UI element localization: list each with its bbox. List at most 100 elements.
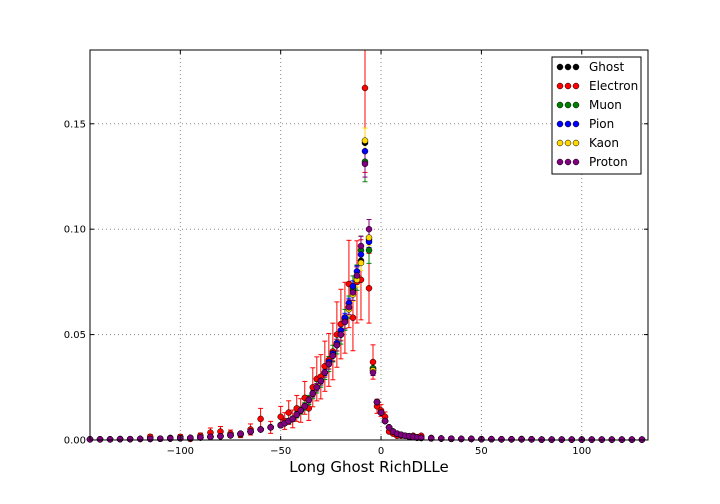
y-tick-label: 0.00: [64, 436, 86, 447]
proton-data-point: [448, 435, 455, 442]
proton-data-point: [136, 435, 144, 443]
proton-data-point: [217, 432, 224, 440]
proton-data-point: [385, 424, 393, 431]
legend-marker-electron: [564, 82, 572, 90]
proton-data-point: [321, 369, 329, 376]
proton-data-point: [267, 424, 274, 431]
legend-entry-pion: Pion: [556, 117, 614, 131]
proton-data-point: [361, 160, 369, 168]
proton-data-point: [313, 384, 321, 391]
legend-entry-ghost: Ghost: [556, 60, 624, 74]
electron-data-point: [257, 415, 264, 423]
legend-marker-pion: [556, 120, 564, 128]
proton-data-point: [508, 436, 515, 443]
pion-data-point: [361, 147, 369, 155]
proton-data-point: [329, 352, 337, 359]
proton-data-point: [106, 436, 114, 443]
x-tick-label: 0: [378, 446, 384, 457]
legend: Ghost Electron Muon Pion Kaon Proton: [551, 56, 642, 175]
electron-data-point: [369, 358, 377, 366]
proton-data-point: [116, 435, 124, 443]
legend-marker-proton: [556, 158, 564, 166]
proton-data-point: [341, 318, 349, 326]
proton-data-point: [468, 435, 475, 443]
legend-marker-muon: [564, 101, 572, 109]
proton-data-point: [345, 303, 353, 311]
electron-data-point: [277, 413, 284, 421]
axis-ticks: −100 −50 0 50 100 0.00 0.05 0.10 0.15: [64, 50, 648, 457]
electron-data-point: [361, 84, 369, 92]
legend-marker-ghost: [572, 63, 580, 71]
muon-data-point: [365, 247, 373, 254]
proton-data-point: [518, 436, 525, 443]
proton-data-point: [146, 435, 154, 443]
proton-data-point: [305, 396, 313, 404]
legend-marker-ghost: [564, 63, 572, 71]
proton-data-point: [207, 433, 214, 441]
legend-entry-electron: Electron: [556, 79, 638, 93]
proton-data-point: [365, 225, 373, 233]
pion-data-point: [357, 251, 365, 258]
kaon-data-point: [357, 259, 365, 267]
legend-marker-proton: [572, 158, 580, 166]
proton-data-point: [353, 272, 361, 279]
x-tick-label: 100: [572, 446, 591, 457]
legend-label-pion: Pion: [589, 117, 614, 131]
proton-data-point: [297, 407, 305, 414]
legend-marker-ghost: [556, 63, 564, 71]
legend-box: [551, 56, 642, 175]
x-tick-label: 50: [475, 446, 488, 457]
kaon-data-point: [361, 137, 369, 144]
legend-entry-muon: Muon: [556, 98, 622, 112]
proton-data-point: [96, 436, 104, 443]
proton-data-point: [357, 242, 365, 250]
legend-label-kaon: Kaon: [589, 136, 619, 150]
proton-data-point: [257, 426, 264, 433]
x-tick-label: −50: [270, 446, 291, 457]
legend-marker-pion: [564, 120, 572, 128]
legend-marker-pion: [572, 120, 580, 128]
electron-data-point: [349, 314, 357, 321]
legend-entry-proton: Proton: [556, 155, 628, 169]
proton-data-point: [488, 435, 495, 443]
proton-data-point: [247, 428, 254, 435]
y-tick-label: 0.15: [64, 119, 86, 130]
electron-data-point: [365, 284, 373, 292]
proton-data-point: [377, 409, 385, 416]
proton-data-point: [369, 369, 377, 376]
x-axis-title: Long Ghost RichDLLe: [289, 458, 448, 476]
proton-data-point: [293, 411, 300, 418]
proton-data-point: [458, 435, 465, 443]
proton-data-point: [337, 331, 345, 338]
proton-data-point: [237, 430, 244, 437]
proton-data-point: [333, 341, 341, 349]
proton-data-point: [349, 289, 357, 296]
proton-data-point: [227, 432, 234, 439]
plot-frame: [89, 49, 649, 441]
legend-marker-electron: [572, 82, 580, 90]
legend-marker-kaon: [564, 139, 572, 147]
proton-data-point: [126, 435, 134, 443]
proton-data-point: [309, 390, 317, 397]
proton-data-point: [373, 398, 381, 406]
proton-data-point: [317, 377, 325, 385]
y-tick-label: 0.05: [64, 330, 86, 341]
electron-data-point: [285, 409, 292, 416]
proton-data-point: [301, 403, 309, 410]
proton-data-point: [528, 436, 535, 443]
proton-data-point: [438, 435, 445, 442]
pion-data-point: [349, 282, 357, 290]
proton-data-point: [157, 435, 164, 442]
proton-data-point: [498, 436, 505, 443]
proton-data-point: [167, 435, 174, 442]
legend-marker-muon: [556, 101, 564, 109]
legend-marker-electron: [556, 82, 564, 90]
legend-entries: Ghost Electron Muon Pion Kaon Proton: [556, 60, 638, 169]
legend-label-proton: Proton: [589, 155, 628, 169]
kaon-data-point: [365, 234, 373, 241]
proton-data-point: [187, 434, 194, 442]
proton-data-point: [289, 415, 296, 423]
legend-entry-kaon: Kaon: [556, 136, 619, 150]
legend-label-ghost: Ghost: [589, 60, 624, 74]
